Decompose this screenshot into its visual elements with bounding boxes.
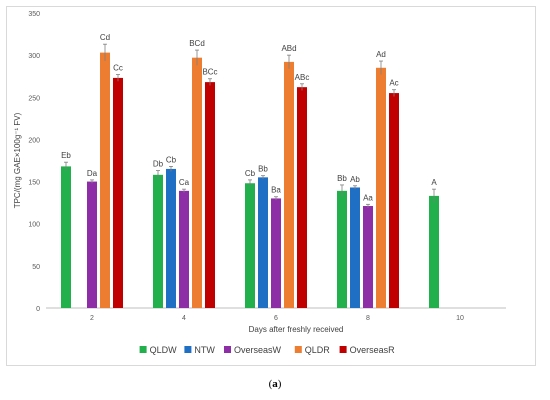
significance-label: Bb (337, 174, 347, 183)
x-axis-title: Days after freshly received (249, 325, 344, 334)
bar-ntw-day-8 (350, 187, 360, 308)
significance-label: Eb (61, 151, 71, 160)
y-tick-label: 300 (28, 53, 40, 60)
significance-label: A (431, 178, 437, 187)
y-tick-label: 50 (32, 264, 40, 271)
legend-label-qldw: QLDW (150, 345, 178, 355)
x-tick-label: 6 (274, 315, 278, 322)
y-tick-label: 250 (28, 95, 40, 102)
y-tick-label: 200 (28, 137, 40, 144)
y-tick-label: 150 (28, 180, 40, 187)
significance-label: Ad (376, 50, 386, 59)
significance-label: BCd (189, 39, 205, 48)
significance-label: Ac (389, 79, 398, 88)
bar-qldw-day-6 (245, 183, 255, 308)
significance-label: Cb (245, 169, 256, 178)
bar-qldw-day-4 (153, 174, 163, 308)
bar-qldw-day-2 (61, 166, 71, 308)
significance-label: Ab (350, 175, 360, 184)
bar-qldr-day-2 (100, 52, 110, 308)
y-axis-title: TPC/(mg GAE×100g⁻¹ FV) (13, 112, 22, 208)
significance-label: Ca (179, 178, 190, 187)
legend-swatch-overseasr (339, 346, 347, 353)
significance-label: Cb (166, 155, 177, 164)
x-tick-label: 2 (90, 315, 94, 322)
bar-overseasw-day-6 (271, 198, 281, 308)
significance-label: Aa (363, 193, 373, 202)
x-tick-label: 8 (366, 315, 370, 322)
significance-label: Db (153, 160, 164, 169)
significance-label: Ba (271, 186, 281, 195)
bar-overseasw-day-4 (179, 190, 189, 308)
legend-swatch-qldw (139, 346, 147, 353)
significance-label: Cc (113, 64, 123, 73)
y-tick-label: 0 (36, 306, 40, 313)
y-tick-label: 350 (28, 11, 40, 18)
legend-swatch-ntw (184, 346, 192, 353)
bar-overseasw-day-2 (87, 181, 97, 308)
caption-letter: a (272, 378, 278, 390)
caption-open: ( (268, 378, 273, 390)
significance-label: BCc (202, 68, 217, 77)
bar-overseasr-day-4 (205, 82, 215, 308)
legend-label-ntw: NTW (194, 345, 215, 355)
bar-ntw-day-4 (166, 168, 176, 308)
bar-overseasr-day-2 (113, 77, 123, 309)
bar-qldr-day-6 (284, 61, 294, 309)
tpc-bar-chart: 0 50 100 150 200 250 300 350 TPC/(mg GAE×100g⁻¹ … (13, 11, 506, 355)
legend-label-overseasr: OverseasR (350, 345, 396, 355)
significance-label: Da (87, 169, 98, 178)
bar-qldw-day-8 (337, 190, 347, 308)
significance-label: ABd (281, 44, 296, 53)
x-tick-label: 10 (456, 315, 464, 322)
legend-swatch-qldr (294, 346, 302, 353)
caption-close: ) (277, 378, 282, 390)
x-tick-label: 4 (182, 315, 186, 322)
bar-qldr-day-8 (376, 67, 386, 309)
bar-overseasw-day-8 (363, 206, 373, 308)
significance-label: Cd (100, 33, 110, 42)
legend-label-overseasw: OverseasW (234, 345, 282, 355)
bar-overseasr-day-6 (297, 87, 307, 309)
legend-swatch-overseasw (224, 346, 231, 353)
bar-ntw-day-6 (258, 177, 268, 308)
bar-qldw-day-10 (429, 195, 439, 308)
legend-label-qldr: QLDR (305, 345, 331, 355)
bar-overseasr-day-8 (389, 93, 399, 308)
y-tick-label: 100 (28, 222, 40, 229)
significance-label: Bb (258, 165, 268, 174)
significance-label: ABc (295, 73, 310, 82)
bar-qldr-day-4 (192, 57, 202, 308)
figure-caption: (a) (0, 378, 550, 390)
